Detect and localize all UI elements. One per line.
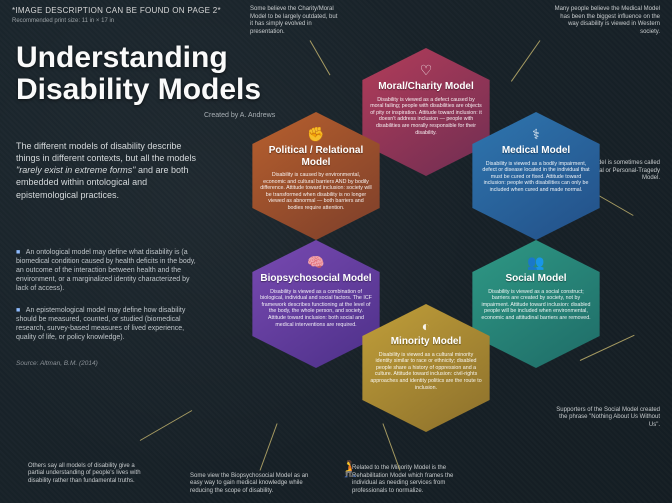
annotation-charity: Some believe the Charity/Moral Model to … bbox=[250, 6, 340, 36]
hex-body: Disability is viewed as a cultural minor… bbox=[370, 352, 482, 392]
annotation-partial-truth: Others say all models of disability give… bbox=[28, 463, 148, 486]
heart-hands-icon: ♡ bbox=[420, 62, 433, 79]
title-line-1: Understanding bbox=[16, 41, 228, 74]
bullet-icon: ■ bbox=[16, 249, 20, 256]
title-line-2: Disability Models bbox=[16, 73, 261, 106]
connector-line bbox=[140, 410, 192, 441]
head-gears-icon: 🧠 bbox=[307, 254, 324, 271]
intro-quote: "rarely exist in extreme forms" bbox=[16, 165, 135, 175]
ontological-text: An ontological model may define what dis… bbox=[16, 249, 196, 292]
hex-label: Minority Model bbox=[391, 336, 462, 348]
annotation-rehabilitation: Related to the Minority Model is the Reh… bbox=[352, 465, 472, 495]
hex-body: Disability is viewed as a defect caused … bbox=[370, 97, 482, 137]
intro-text-pre: The different models of disability descr… bbox=[16, 141, 196, 163]
epistemological-text: An epistemological model may define how … bbox=[16, 307, 185, 341]
annotation-biopsychosocial: Some view the Biopsychosocial Model as a… bbox=[190, 473, 310, 496]
kneeling-figure-icon: 🧎 bbox=[340, 459, 360, 479]
annotation-medical-influence: Many people believe the Medical Model ha… bbox=[550, 6, 660, 36]
hex-body: Disability is viewed as a bodily impairm… bbox=[480, 161, 592, 194]
hex-cluster: ♡ Moral/Charity Model Disability is view… bbox=[232, 48, 642, 448]
definition-ontological: ■ An ontological model may define what d… bbox=[16, 248, 196, 293]
caduceus-icon: ⚕ bbox=[532, 126, 540, 143]
diversity-icon: ◐ bbox=[422, 318, 430, 334]
bullet-icon: ■ bbox=[16, 307, 20, 314]
hex-label: Social Model bbox=[505, 273, 566, 285]
intro-paragraph: The different models of disability descr… bbox=[16, 140, 206, 201]
hex-label: Biopsychosocial Model bbox=[260, 273, 371, 285]
people-group-icon: 👥 bbox=[527, 254, 544, 271]
page-title: Understanding Disability Models bbox=[16, 42, 261, 105]
hex-label: Political / Relational Model bbox=[260, 145, 372, 168]
definition-epistemological: ■ An epistemological model may define ho… bbox=[16, 306, 196, 342]
hex-body: Disability is caused by environmental, e… bbox=[260, 172, 372, 212]
print-size-note: Recommended print size: 11 in × 17 in bbox=[12, 18, 114, 24]
citation: Source: Altman, B.M. (2014) bbox=[16, 360, 98, 367]
hex-label: Medical Model bbox=[502, 145, 570, 157]
header-note: *IMAGE DESCRIPTION CAN BE FOUND ON PAGE … bbox=[12, 6, 221, 15]
raised-fist-icon: ✊ bbox=[307, 126, 324, 143]
hex-body: Disability is viewed as a social constru… bbox=[480, 289, 592, 322]
hex-label: Moral/Charity Model bbox=[378, 81, 474, 93]
hex-body: Disability is viewed as a combination of… bbox=[260, 289, 372, 329]
